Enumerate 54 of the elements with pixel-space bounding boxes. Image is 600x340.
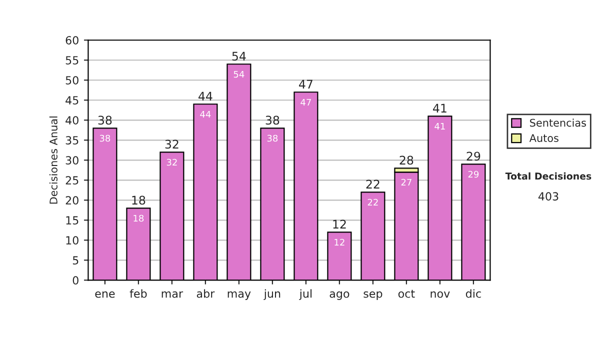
total-label: 41 [433,104,446,112]
y-tick-label: 55 [66,56,78,65]
total-label: 32 [165,140,178,149]
total-label: 12 [333,220,346,228]
legend-label: Autos [529,134,558,142]
y-tick-label: 10 [66,236,78,245]
data-label: 54 [234,70,244,78]
y-tick-label: 5 [72,256,78,265]
data-label: 41 [434,122,445,130]
data-label: 12 [334,238,344,246]
x-tick-label: abr [196,289,215,298]
total-label: 22 [366,180,380,188]
x-tick-label: jun [264,289,280,300]
x-tick-label: feb [130,289,147,298]
x-tick-label: nov [430,291,450,298]
y-tick-label: 30 [66,156,78,165]
y-tick-label: 20 [66,196,78,205]
y-tick-label: 60 [66,36,78,44]
y-tick-label: 15 [66,216,78,225]
y-tick-label: 50 [66,76,78,85]
total-label: 44 [198,92,212,100]
y-tick-label: 35 [66,136,78,145]
total-label: 38 [266,116,280,125]
x-tick-label: ago [330,291,350,300]
total-label: 28 [400,156,414,165]
data-label: 18 [134,214,144,222]
x-tick-label: sep [364,291,382,300]
data-label: 29 [468,170,479,178]
data-label: 22 [368,198,378,206]
text: Total Decisiones [505,172,592,180]
legend-label: Sentencias [530,118,586,127]
total-label: 54 [232,52,246,61]
data-label: 38 [267,134,278,142]
x-tick-label: dic [466,289,481,298]
data-label: 47 [300,98,311,106]
y-tick-label: 0 [72,276,78,285]
x-tick-label: mar [162,291,184,298]
data-label: 44 [200,110,211,118]
text: 403 [538,192,558,201]
data-label: 38 [100,134,110,142]
total-label: 29 [466,152,480,161]
y-tick-label: 25 [66,176,78,185]
data-label: 27 [401,178,412,186]
y-tick-label: 40 [66,116,78,125]
x-tick-label: may [228,291,251,300]
data-label: 32 [166,158,177,166]
total-label: 47 [299,80,312,88]
total-label: 18 [132,196,146,205]
x-tick-label: oct [398,290,415,298]
y-tick-label: 45 [66,96,78,105]
x-tick-label: ene [95,291,115,298]
y-axis-title: Decisiones Anual [49,116,58,204]
total-label: 38 [98,116,112,125]
x-tick-label: jul [299,289,312,300]
